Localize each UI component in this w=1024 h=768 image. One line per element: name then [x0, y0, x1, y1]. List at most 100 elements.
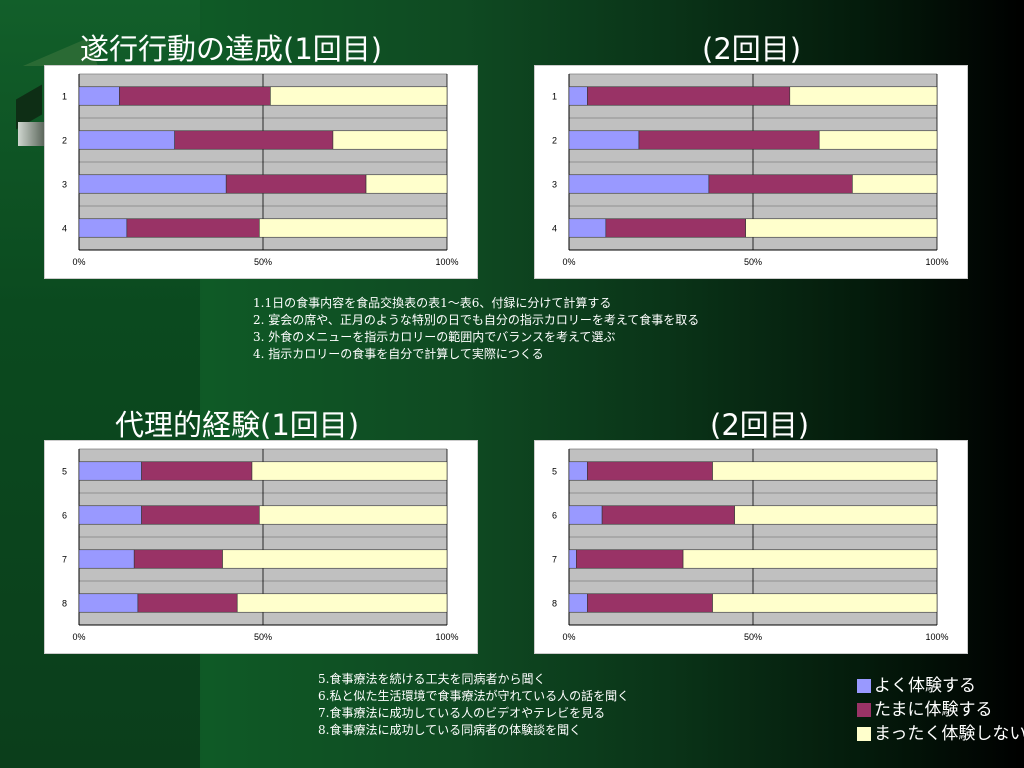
category-label-8: 8	[62, 599, 67, 609]
bar-sometimes-8	[587, 593, 713, 613]
category-label-3: 3	[62, 180, 67, 190]
category-label-5: 5	[62, 467, 67, 477]
bar-never-5	[251, 461, 448, 481]
bar-often-2	[78, 130, 175, 150]
bar-sometimes-1	[119, 86, 271, 106]
note-item-6: 6.私と似た生活環境で食事療法が守れている人の話を聞く	[318, 689, 630, 703]
legend-label: よく体験する	[874, 676, 976, 696]
category-label-2: 2	[62, 136, 67, 146]
bar-never-6	[259, 505, 448, 525]
bar-often-5	[78, 461, 142, 481]
legend-item-never: まったく体験しない	[857, 722, 1024, 746]
decorative-strip	[18, 122, 48, 146]
note-item-1: 1.1日の食事内容を食品交換表の表1～表6、付録に分けて計算する	[253, 296, 612, 310]
chart-title-efficacy-1: 遂行行動の達成(1回目)	[80, 32, 383, 66]
bar-often-6	[78, 505, 142, 525]
bar-sometimes-5	[587, 461, 713, 481]
bar-never-1	[789, 86, 938, 106]
x-tick-label: 100%	[925, 632, 948, 642]
bar-often-8	[78, 593, 139, 613]
chart-panel-vicarious-2: 5 6 7 8 0% 50% 100%	[534, 440, 968, 654]
bar-sometimes-7	[133, 549, 223, 569]
x-tick-label: 50%	[744, 257, 762, 267]
note-item-8: 8.食事療法に成功している同病者の体験談を聞く	[318, 723, 582, 737]
bar-sometimes-2	[638, 130, 820, 150]
bar-often-2	[568, 130, 640, 150]
bar-often-1	[568, 86, 588, 106]
bar-sometimes-6	[141, 505, 260, 525]
bar-never-1	[270, 86, 448, 106]
x-tick-label: 50%	[254, 632, 272, 642]
category-label-3: 3	[552, 180, 557, 190]
legend-label: まったく体験しない	[874, 724, 1024, 744]
category-label-2: 2	[552, 136, 557, 146]
x-tick-label: 50%	[254, 257, 272, 267]
bar-never-8	[712, 593, 938, 613]
legend-swatch	[857, 727, 871, 741]
x-tick-label: 100%	[435, 257, 458, 267]
bar-sometimes-3	[225, 174, 367, 194]
x-tick-label: 0%	[562, 257, 575, 267]
x-tick-label: 0%	[72, 257, 85, 267]
bar-never-8	[236, 593, 448, 613]
bar-never-4	[745, 218, 938, 238]
bar-never-6	[734, 505, 938, 525]
x-tick-label: 100%	[435, 632, 458, 642]
note-item-3: 3. 外食のメニューを指示カロリーの範囲内でバランスを考えて選ぶ	[253, 330, 616, 344]
category-label-7: 7	[552, 555, 557, 565]
category-label-1: 1	[62, 92, 67, 102]
chart-panel-efficacy-2: 1 2 3 4 0% 50% 100%	[534, 65, 968, 279]
x-tick-label: 100%	[925, 257, 948, 267]
category-label-5: 5	[552, 467, 557, 477]
note-item-5: 5.食事療法を続ける工夫を同病者から聞く	[318, 672, 546, 686]
category-label-1: 1	[552, 92, 557, 102]
bar-sometimes-6	[601, 505, 735, 525]
category-label-7: 7	[62, 555, 67, 565]
bar-sometimes-7	[576, 549, 684, 569]
bar-never-7	[222, 549, 448, 569]
note-item-7: 7.食事療法に成功している人のビデオやテレビを見る	[318, 706, 606, 720]
x-tick-label: 0%	[72, 632, 85, 642]
notes-items-1-4: 1.1日の食事内容を食品交換表の表1～表6、付録に分けて計算する 2. 宴会の席…	[253, 295, 699, 363]
bar-never-2	[332, 130, 448, 150]
bar-never-7	[682, 549, 938, 569]
bar-sometimes-3	[708, 174, 853, 194]
bar-often-7	[78, 549, 135, 569]
x-tick-label: 50%	[744, 632, 762, 642]
chart-title-vicarious-1: 代理的経験(1回目)	[115, 408, 360, 442]
bar-sometimes-1	[587, 86, 791, 106]
chart-efficacy-1: 1 2 3 4 0% 50% 100%	[62, 73, 459, 267]
bar-sometimes-2	[174, 130, 334, 150]
bar-often-4	[568, 218, 607, 238]
bar-sometimes-4	[605, 218, 746, 238]
category-label-4: 4	[62, 224, 67, 234]
chart-efficacy-2: 1 2 3 4 0% 50% 100%	[552, 73, 949, 267]
chart-panel-vicarious-1: 5 6 7 8 0% 50% 100%	[44, 440, 478, 654]
chart-title-vicarious-2: (2回目)	[710, 408, 810, 442]
bar-often-1	[78, 86, 120, 106]
bar-often-7	[568, 549, 577, 569]
legend: よく体験する たまに体験する まったく体験しない	[857, 674, 1024, 746]
bar-often-8	[568, 593, 588, 613]
legend-swatch	[857, 679, 871, 693]
bar-sometimes-4	[126, 218, 260, 238]
bar-never-2	[818, 130, 938, 150]
bar-often-3	[78, 174, 227, 194]
note-item-2: 2. 宴会の席や、正月のような特別の日でも自分の指示カロリーを考えて食事を取る	[253, 313, 700, 327]
legend-item-often: よく体験する	[857, 674, 1024, 698]
legend-item-sometimes: たまに体験する	[857, 698, 1024, 722]
bar-never-3	[852, 174, 938, 194]
chart-title-efficacy-2: (2回目)	[702, 32, 802, 66]
bar-often-3	[568, 174, 710, 194]
notes-items-5-8: 5.食事療法を続ける工夫を同病者から聞く 6.私と似た生活環境で食事療法が守れて…	[318, 671, 629, 739]
bar-never-5	[712, 461, 938, 481]
chart-vicarious-1: 5 6 7 8 0% 50% 100%	[62, 448, 459, 642]
category-label-6: 6	[62, 511, 67, 521]
chart-panel-efficacy-1: 1 2 3 4 0% 50% 100%	[44, 65, 478, 279]
bar-sometimes-8	[137, 593, 238, 613]
bar-never-4	[259, 218, 448, 238]
bar-often-6	[568, 505, 603, 525]
legend-swatch	[857, 703, 871, 717]
note-item-4: 4. 指示カロリーの食事を自分で計算して実際につくる	[253, 347, 544, 361]
bar-often-4	[78, 218, 128, 238]
